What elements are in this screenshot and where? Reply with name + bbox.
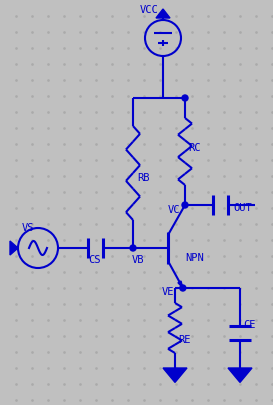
Polygon shape: [163, 368, 187, 382]
Text: NPN: NPN: [185, 253, 204, 263]
Circle shape: [130, 245, 136, 251]
Polygon shape: [178, 281, 183, 288]
Circle shape: [182, 202, 188, 208]
Text: RC: RC: [188, 143, 200, 153]
Circle shape: [182, 95, 188, 101]
Text: VE: VE: [162, 287, 174, 297]
Text: RB: RB: [137, 173, 150, 183]
Polygon shape: [228, 368, 252, 382]
Text: VS: VS: [22, 223, 34, 233]
Text: VC: VC: [168, 205, 180, 215]
Circle shape: [180, 285, 186, 291]
Text: CS: CS: [88, 255, 100, 265]
Polygon shape: [156, 9, 170, 18]
Text: OUT: OUT: [233, 203, 252, 213]
Polygon shape: [10, 241, 18, 255]
Text: CE: CE: [243, 320, 256, 330]
Text: VB: VB: [132, 255, 144, 265]
Text: RE: RE: [178, 335, 191, 345]
Text: VCC: VCC: [140, 5, 159, 15]
